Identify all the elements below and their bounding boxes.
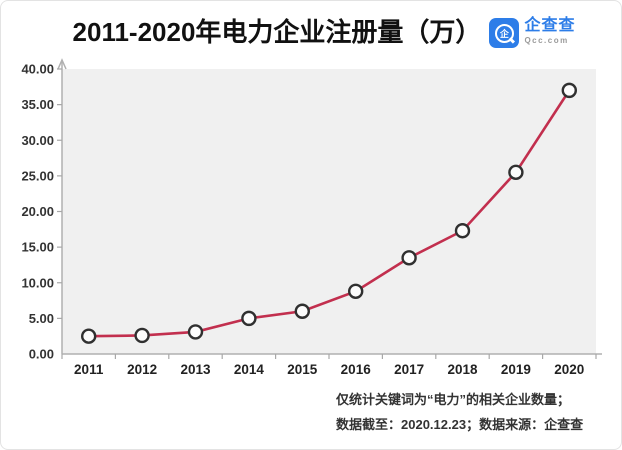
footnote-line-1: 仅统计关键词为“电力”的相关企业数量； [336,392,571,407]
data-point-2014 [241,310,257,327]
data-point-2020 [561,82,577,99]
chart-footnote: 仅统计关键词为“电力”的相关企业数量； 数据截至：2020.12.23；数据来源… [336,387,583,437]
x-tick-label-2011: 2011 [74,362,104,377]
qcc-logo-domain: Qcc.com [524,36,569,45]
data-point-2019 [508,164,524,181]
page-title: 2011-2020年电力企业注册量（万） [72,17,482,47]
data-point-2012 [134,327,150,344]
data-point-2017 [401,250,417,266]
x-tick-label-2016: 2016 [341,362,372,377]
y-axis-arrow-icon [57,58,67,70]
data-line [88,89,571,338]
x-tick-label-2012: 2012 [127,362,157,377]
qcc-logo-name: 企查查 [524,17,576,34]
x-tick-label-2013: 2013 [180,362,211,377]
qcc-logo-icon: 企 [489,18,520,48]
x-tick-label-2019: 2019 [501,362,531,377]
y-tick-label-20: 20.00 [21,204,54,219]
data-point-2011 [80,328,97,344]
plot-area [62,69,596,354]
y-tick-label-15: 15.00 [21,240,54,255]
x-tick-label-2014: 2014 [234,362,265,377]
qcc-logo: 企 企查查 Qcc.com [489,18,575,48]
chart-header: 2011-2020年电力企业注册量（万） 企 企查查 Qcc.com [1,15,621,49]
y-tick-label-40: 40.00 [21,62,54,77]
y-tick-label-25: 25.00 [21,168,54,183]
x-tick-label-2017: 2017 [394,362,424,377]
qcc-q-glyph: 企 [494,23,514,43]
data-point-2016 [348,283,364,299]
data-point-2015 [294,303,310,319]
y-tick-label-30: 30.00 [21,133,54,148]
x-tick-label-2020: 2020 [554,362,584,377]
qcc-logo-text: 企查查 Qcc.com [524,18,575,45]
footnote-line-2: 数据截至：2020.12.23；数据来源：企查查 [336,417,584,432]
y-tick-label-10: 10.00 [21,275,54,290]
x-tick-label-2018: 2018 [447,362,478,377]
y-tick-label-0: 0.00 [29,347,54,362]
x-tick-label-2015: 2015 [287,362,318,377]
data-point-2013 [187,324,204,340]
data-point-2018 [454,223,471,239]
y-tick-label-5: 5.00 [29,311,54,326]
y-tick-label-35: 35.00 [21,97,54,112]
